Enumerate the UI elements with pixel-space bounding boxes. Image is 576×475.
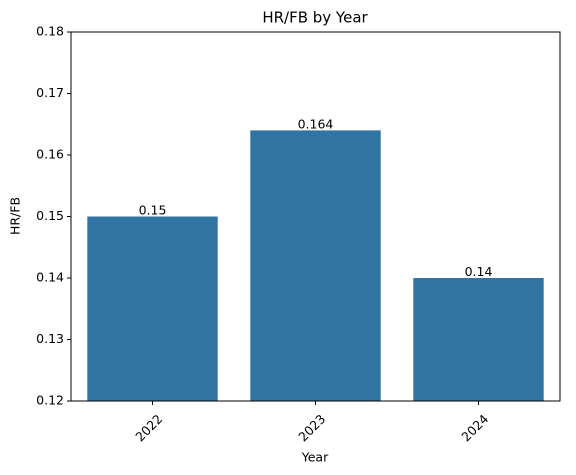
y-tick-label: 0.13	[36, 331, 64, 346]
x-axis-label: Year	[301, 450, 329, 465]
y-tick-label: 0.17	[36, 85, 64, 100]
chart-title: HR/FB by Year	[262, 9, 368, 27]
y-axis-label: HR/FB	[8, 197, 23, 235]
plot-frame	[70, 31, 561, 402]
y-tick-label: 0.14	[36, 270, 64, 285]
data-label: 0.15	[139, 203, 167, 218]
data-label: 0.164	[298, 116, 334, 131]
y-tick-label: 0.12	[36, 393, 64, 408]
bar	[250, 130, 381, 401]
y-tick-label: 0.15	[36, 208, 64, 223]
x-tick-label: 2022	[132, 411, 165, 444]
bar	[87, 216, 218, 401]
x-tick-label: 2024	[458, 411, 491, 444]
x-tick-label: 2023	[295, 411, 328, 444]
y-tick-label: 0.18	[36, 24, 64, 39]
data-label: 0.14	[465, 264, 493, 279]
bar	[413, 278, 544, 401]
y-tick-label: 0.16	[36, 147, 64, 162]
